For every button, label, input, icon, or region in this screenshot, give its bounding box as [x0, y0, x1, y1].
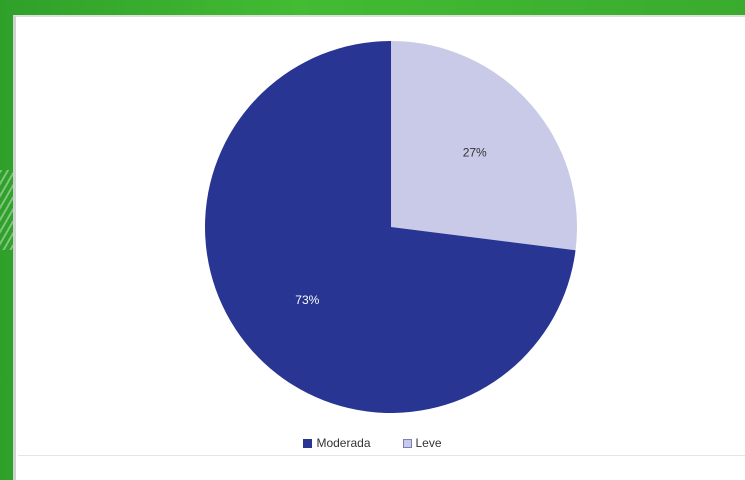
chart-legend: Moderada Leve — [0, 436, 745, 450]
slice-label-leve: 27% — [463, 145, 487, 159]
legend-item-moderada: Moderada — [303, 436, 370, 450]
legend-item-leve: Leve — [403, 436, 442, 450]
legend-swatch-moderada — [303, 439, 312, 448]
slice-label-moderada: 73% — [295, 293, 319, 307]
legend-label-leve: Leve — [416, 436, 442, 450]
legend-label-moderada: Moderada — [316, 436, 370, 450]
legend-swatch-leve — [403, 439, 412, 448]
